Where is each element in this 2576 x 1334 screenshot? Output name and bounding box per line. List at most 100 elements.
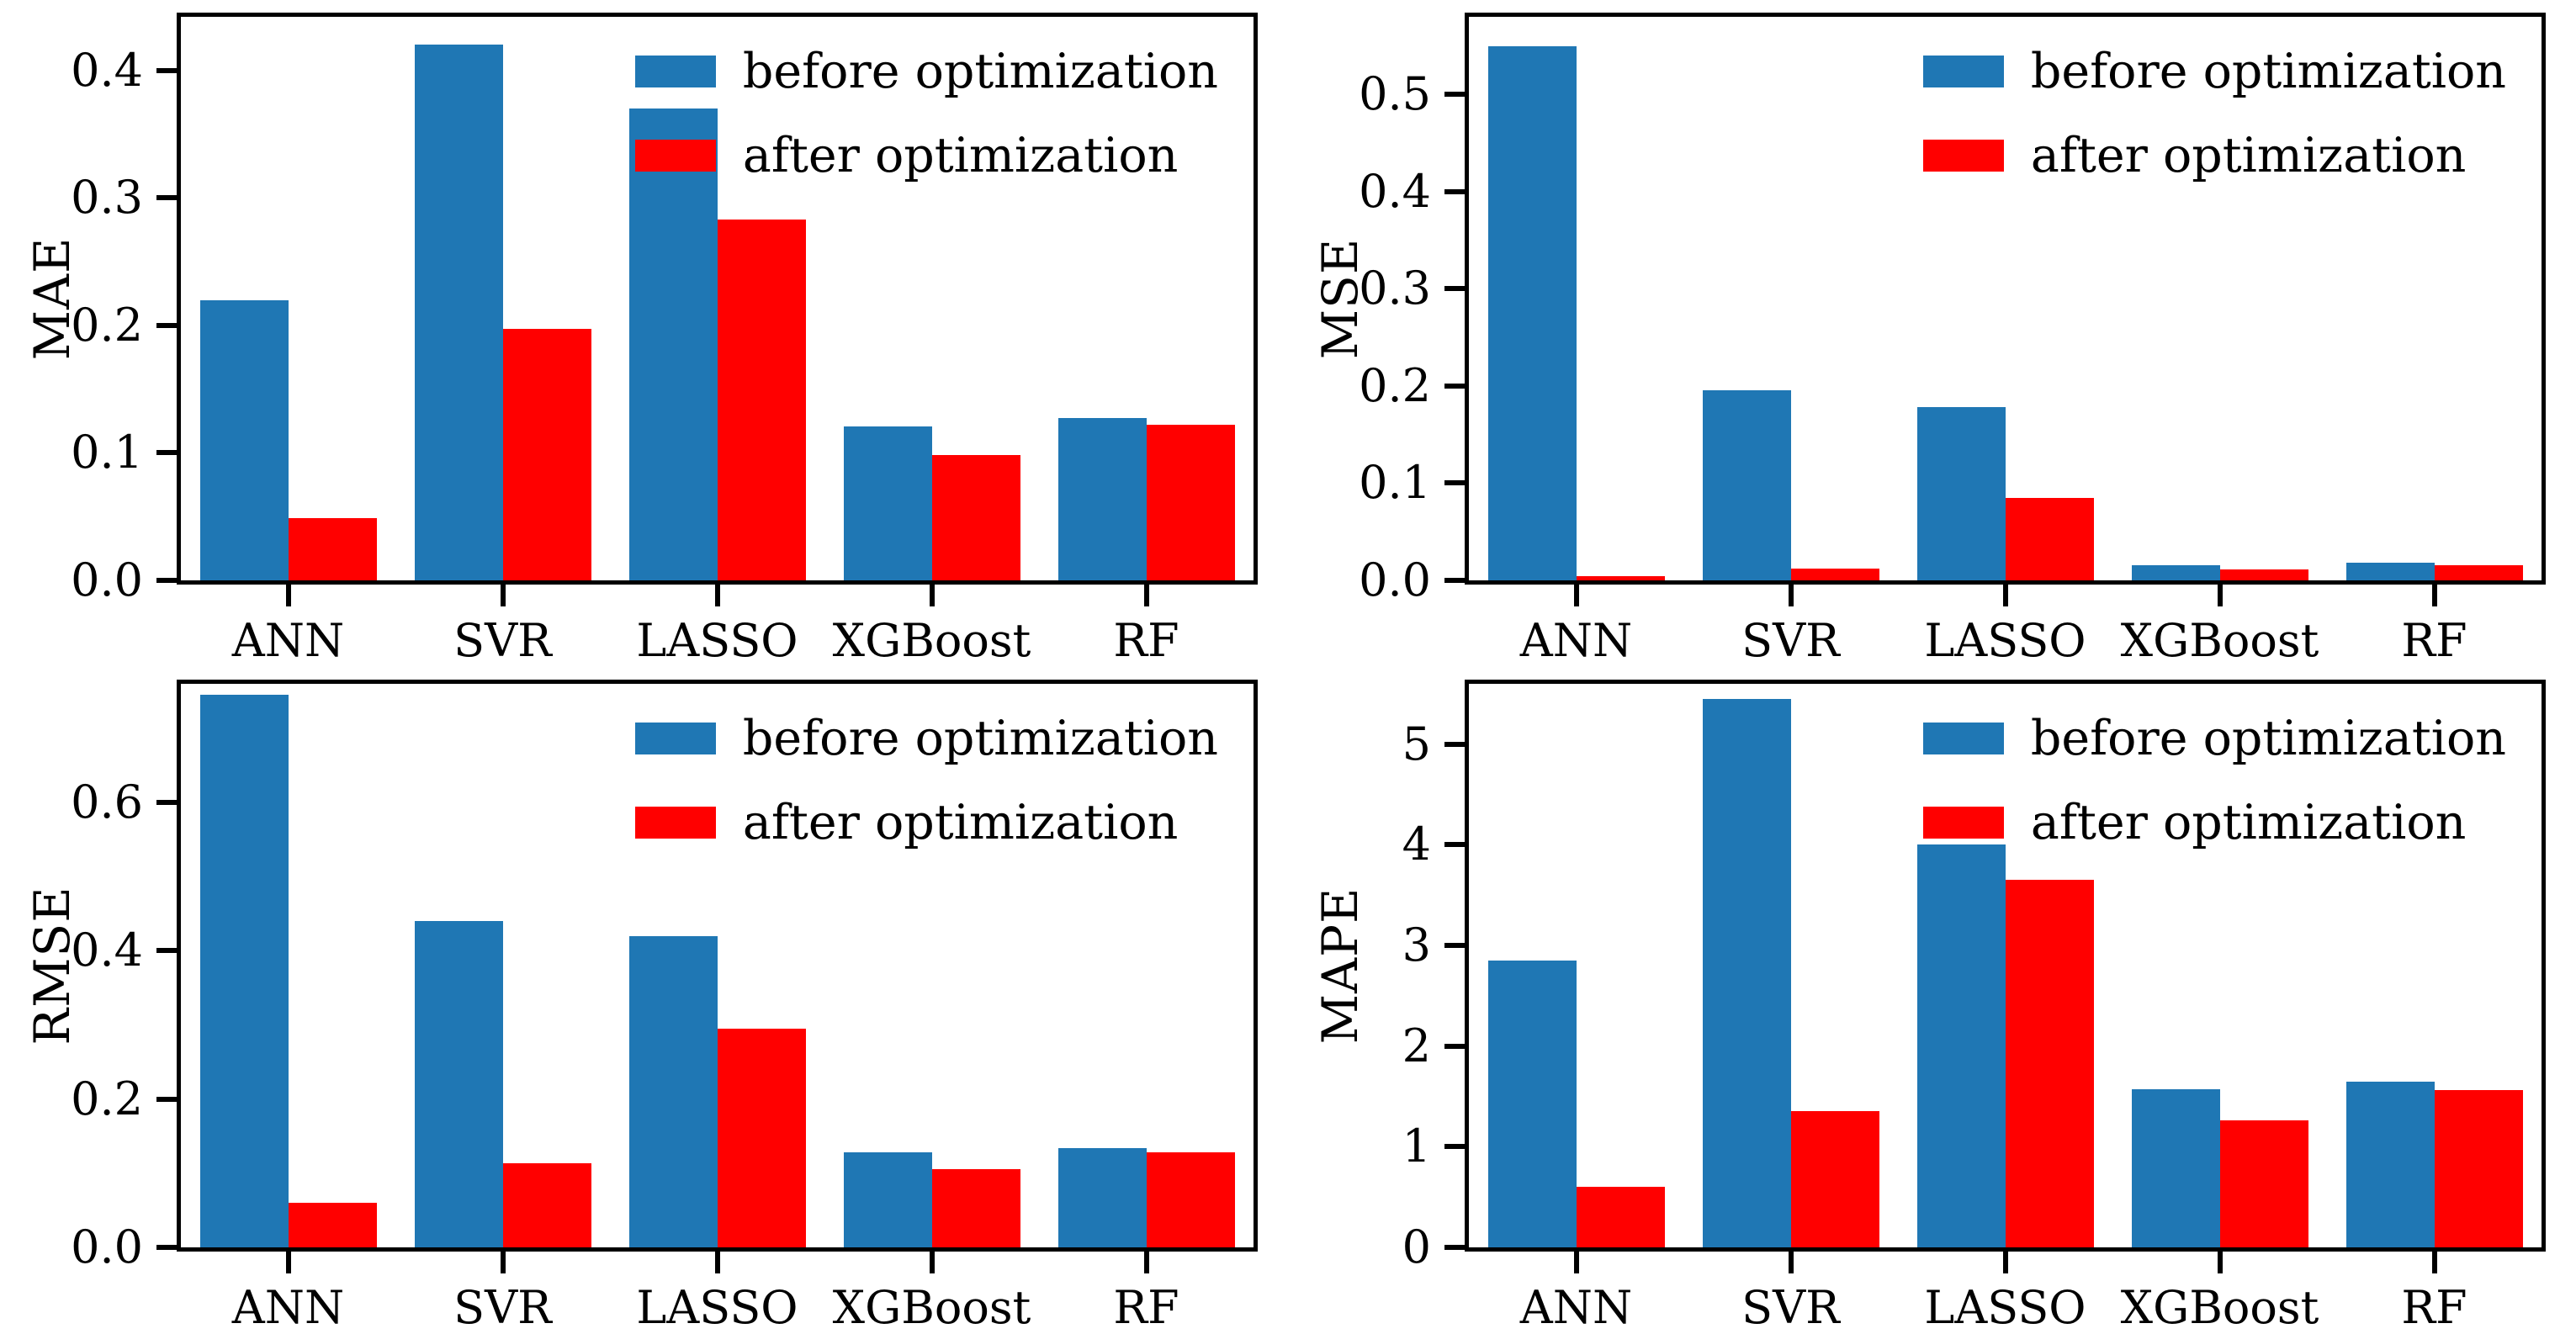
- x-category-label-xgboost: XGBoost: [832, 1281, 1031, 1334]
- y-tick-label: 0.0: [1359, 553, 1431, 606]
- y-tick-label: 0.4: [71, 43, 143, 97]
- y-tick-label: 1: [1402, 1120, 1431, 1173]
- x-category-label-lasso: LASSO: [1924, 1281, 2086, 1334]
- x-tick-mark: [2431, 585, 2437, 606]
- chart-mse: MSE 0.0 0.1 0.2 0.3 0.4 0.5 ANN SVR LASSO XGBoost…: [1288, 0, 2576, 667]
- legend-swatch-before: [1922, 56, 2004, 87]
- y-tick-label: 0: [1402, 1220, 1431, 1273]
- bar-after-svr: [502, 1163, 591, 1247]
- legend: before optimization after optimization: [634, 44, 1218, 183]
- x-category-label-svr: SVR: [1741, 614, 1840, 667]
- bar-after-ann: [288, 1203, 377, 1247]
- bar-after-ann: [1576, 1187, 1665, 1247]
- bar-after-lasso: [717, 220, 806, 580]
- x-category-label-rf: RF: [2401, 614, 2467, 667]
- bar-after-rf: [1146, 425, 1235, 580]
- bar-before-svr: [1702, 390, 1791, 580]
- bar-before-lasso: [628, 109, 718, 580]
- chart-mae: MAE 0.0 0.1 0.2 0.3 0.4 ANN SVR LASSO XGBoost RF b…: [0, 0, 1288, 667]
- y-tick-mark: [1444, 578, 1465, 583]
- x-category-label-xgboost: XGBoost: [832, 614, 1031, 667]
- bar-before-svr: [1702, 699, 1791, 1247]
- y-tick-label: 0.0: [71, 553, 143, 606]
- x-tick-mark: [714, 585, 720, 606]
- legend-entry-before: before optimization: [1922, 711, 2506, 766]
- x-category-label-svr: SVR: [453, 614, 552, 667]
- bar-after-lasso: [2005, 498, 2094, 580]
- x-category-label-svr: SVR: [1741, 1281, 1840, 1334]
- x-tick-mark: [1143, 1252, 1149, 1273]
- bar-before-xgboost: [2131, 565, 2220, 580]
- x-tick-mark: [1573, 585, 1579, 606]
- x-tick-mark: [929, 585, 935, 606]
- chart-mape: MAPE 0 1 2 3 4 5 ANN SVR LASSO XGBoost RF before op…: [1288, 667, 2576, 1334]
- bar-before-rf: [1057, 418, 1147, 580]
- x-category-label-xgboost: XGBoost: [2120, 614, 2319, 667]
- y-tick-label: 3: [1402, 918, 1431, 972]
- y-tick-mark: [156, 195, 177, 201]
- x-tick-mark: [285, 585, 291, 606]
- bar-before-ann: [1487, 46, 1577, 580]
- y-tick-label: 0.2: [71, 1072, 143, 1125]
- y-tick-label: 0.3: [71, 171, 143, 225]
- legend-swatch-after: [1922, 140, 2004, 172]
- bar-before-xgboost: [843, 426, 932, 580]
- bar-before-rf: [2345, 563, 2435, 580]
- bar-after-lasso: [717, 1029, 806, 1247]
- bar-before-rf: [2345, 1082, 2435, 1247]
- legend-swatch-before: [1922, 723, 2004, 754]
- y-tick-label: 0.4: [71, 924, 143, 977]
- x-category-label-rf: RF: [1113, 1281, 1179, 1334]
- bar-after-svr: [502, 329, 591, 580]
- y-tick-mark: [1444, 1144, 1465, 1150]
- y-tick-mark: [1444, 842, 1465, 848]
- legend-entry-after: after optimization: [634, 128, 1218, 183]
- x-tick-mark: [2217, 585, 2223, 606]
- legend: before optimization after optimization: [1922, 711, 2506, 850]
- chart-rmse: RMSE 0.0 0.2 0.4 0.6 ANN SVR LASSO XGBoost RF bef…: [0, 667, 1288, 1334]
- bar-after-rf: [2434, 565, 2523, 580]
- bar-after-rf: [1146, 1152, 1235, 1247]
- legend-label-after: after optimization: [2030, 128, 2467, 183]
- bar-before-ann: [1487, 961, 1577, 1247]
- legend-entry-after: after optimization: [1922, 795, 2506, 850]
- legend-swatch-before: [634, 56, 716, 87]
- legend-entry-after: after optimization: [634, 795, 1218, 850]
- bar-after-xgboost: [931, 455, 1020, 580]
- bar-before-xgboost: [2131, 1089, 2220, 1247]
- legend-swatch-after: [1922, 807, 2004, 839]
- y-tick-label: 0.3: [1359, 262, 1431, 315]
- y-tick-mark: [1444, 943, 1465, 949]
- y-tick-label: 0.1: [1359, 456, 1431, 510]
- legend-label-after: after optimization: [2030, 795, 2467, 850]
- x-tick-mark: [2431, 1252, 2437, 1273]
- bar-before-svr: [414, 45, 503, 580]
- legend-entry-before: before optimization: [634, 44, 1218, 99]
- x-tick-mark: [500, 585, 506, 606]
- y-tick-label: 4: [1402, 818, 1431, 871]
- x-tick-mark: [929, 1252, 935, 1273]
- x-category-label-ann: ANN: [231, 614, 345, 667]
- y-tick-mark: [1444, 286, 1465, 292]
- legend-label-before: before optimization: [2030, 44, 2506, 99]
- bar-before-lasso: [1916, 844, 2006, 1247]
- y-tick-label: 0.6: [71, 776, 143, 829]
- y-tick-label: 0.1: [71, 426, 143, 479]
- plot-area-rmse: 0.0 0.2 0.4 0.6 ANN SVR LASSO XGBoost RF before o…: [71, 680, 1258, 1334]
- x-tick-mark: [500, 1252, 506, 1273]
- bar-after-rf: [2434, 1090, 2523, 1247]
- bar-after-ann: [288, 518, 377, 580]
- x-tick-mark: [714, 1252, 720, 1273]
- y-tick-label: 0.5: [1359, 67, 1431, 121]
- legend-swatch-before: [634, 723, 716, 754]
- x-category-label-ann: ANN: [1519, 1281, 1633, 1334]
- x-category-label-lasso: LASSO: [636, 1281, 798, 1334]
- x-tick-mark: [285, 1252, 291, 1273]
- legend-label-after: after optimization: [742, 795, 1179, 850]
- y-tick-mark: [1444, 92, 1465, 98]
- legend-entry-after: after optimization: [1922, 128, 2506, 183]
- x-tick-mark: [1788, 1252, 1794, 1273]
- x-category-label-svr: SVR: [453, 1281, 552, 1334]
- y-tick-label: 0.2: [71, 298, 143, 352]
